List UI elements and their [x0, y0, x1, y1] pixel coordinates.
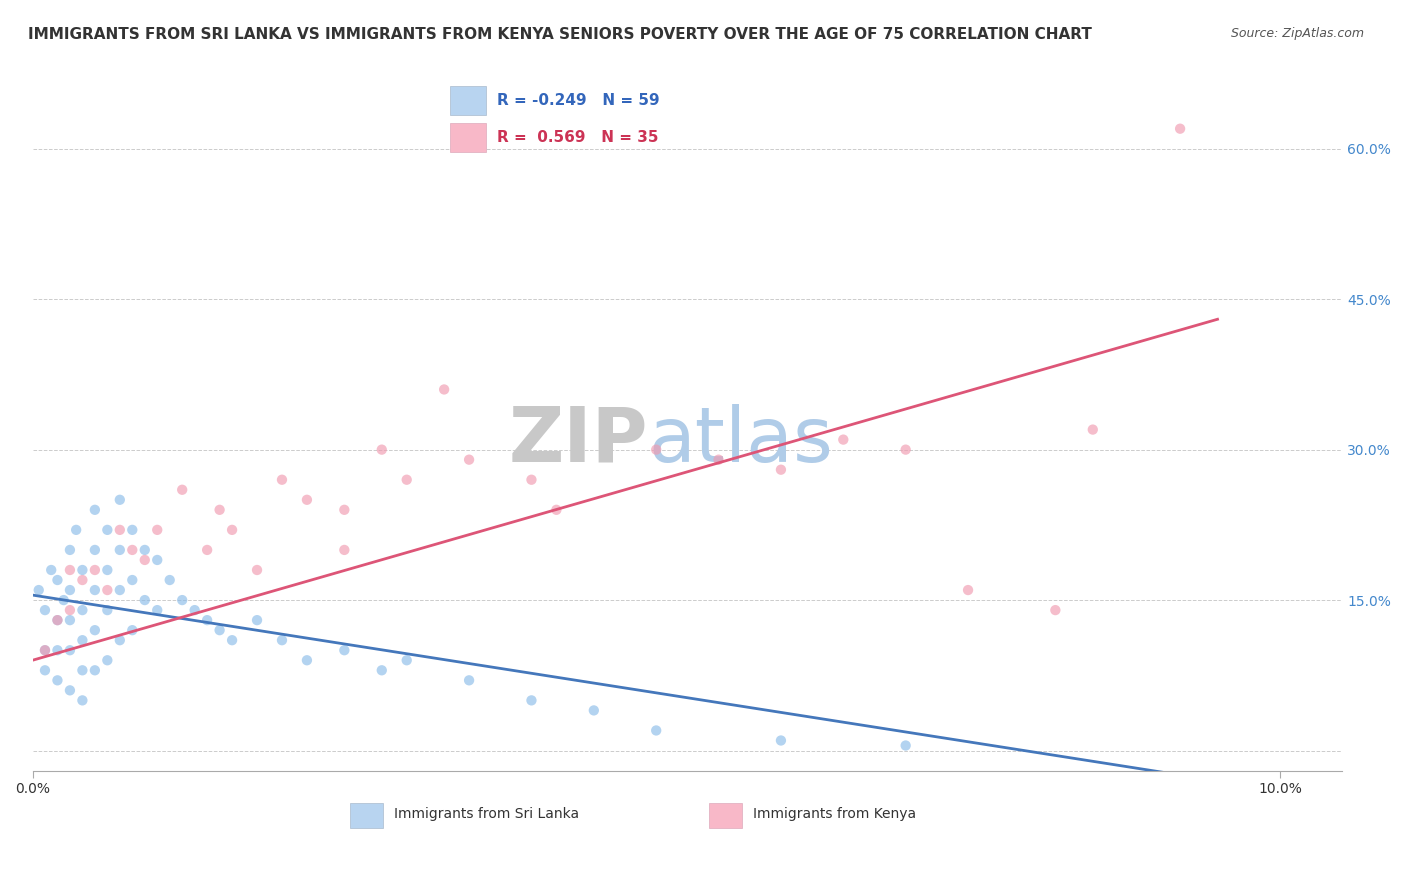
Point	[146, 553, 169, 567]
Point	[65, 523, 87, 537]
Point	[46, 613, 69, 627]
Point	[208, 503, 231, 517]
Point	[582, 703, 605, 717]
Point	[72, 693, 94, 707]
Point	[333, 543, 356, 558]
Point	[159, 573, 181, 587]
Point	[645, 723, 668, 738]
Point	[221, 633, 243, 648]
Point	[894, 739, 917, 753]
Point	[1045, 603, 1067, 617]
Point	[371, 663, 394, 677]
Point	[957, 582, 980, 597]
Point	[72, 563, 94, 577]
Point	[46, 613, 69, 627]
Point	[195, 613, 218, 627]
Text: Source: ZipAtlas.com: Source: ZipAtlas.com	[1230, 27, 1364, 40]
Point	[546, 503, 568, 517]
Point	[271, 633, 294, 648]
Point	[34, 603, 56, 617]
Point	[246, 563, 269, 577]
Point	[83, 503, 105, 517]
Point	[371, 442, 394, 457]
Point	[59, 582, 82, 597]
Text: ZIP: ZIP	[509, 403, 648, 477]
Point	[172, 593, 194, 607]
Point	[707, 452, 730, 467]
Point	[72, 603, 94, 617]
Point	[195, 543, 218, 558]
Point	[108, 523, 131, 537]
Point	[96, 523, 118, 537]
Point	[769, 733, 792, 747]
Point	[34, 663, 56, 677]
Point	[46, 573, 69, 587]
Point	[121, 543, 143, 558]
Point	[134, 593, 156, 607]
Point	[83, 623, 105, 637]
Point	[108, 633, 131, 648]
Point	[246, 613, 269, 627]
Point	[59, 563, 82, 577]
Point	[769, 463, 792, 477]
Point	[1168, 121, 1191, 136]
Point	[645, 442, 668, 457]
Point	[34, 643, 56, 657]
Point	[134, 553, 156, 567]
Point	[458, 673, 481, 688]
Point	[433, 383, 456, 397]
Point	[108, 582, 131, 597]
Point	[520, 693, 543, 707]
Point	[72, 663, 94, 677]
Point	[83, 582, 105, 597]
Point	[832, 433, 855, 447]
Point	[395, 653, 418, 667]
Point	[208, 623, 231, 637]
Point	[46, 673, 69, 688]
Text: IMMIGRANTS FROM SRI LANKA VS IMMIGRANTS FROM KENYA SENIORS POVERTY OVER THE AGE : IMMIGRANTS FROM SRI LANKA VS IMMIGRANTS …	[28, 27, 1092, 42]
Point	[39, 563, 62, 577]
Point	[72, 573, 94, 587]
Point	[333, 503, 356, 517]
Point	[96, 653, 118, 667]
Point	[59, 543, 82, 558]
Point	[333, 643, 356, 657]
Point	[28, 582, 51, 597]
Point	[458, 452, 481, 467]
Point	[271, 473, 294, 487]
Point	[96, 582, 118, 597]
Point	[295, 653, 318, 667]
Point	[108, 492, 131, 507]
Point	[172, 483, 194, 497]
Point	[96, 563, 118, 577]
Point	[59, 603, 82, 617]
Text: atlas: atlas	[648, 403, 832, 477]
Point	[121, 523, 143, 537]
Point	[894, 442, 917, 457]
Point	[83, 543, 105, 558]
Point	[34, 643, 56, 657]
Point	[52, 593, 75, 607]
Point	[83, 663, 105, 677]
Point	[121, 573, 143, 587]
Point	[72, 633, 94, 648]
Point	[146, 523, 169, 537]
Point	[59, 643, 82, 657]
Point	[146, 603, 169, 617]
Point	[183, 603, 205, 617]
Point	[121, 623, 143, 637]
Point	[59, 683, 82, 698]
Point	[46, 643, 69, 657]
Point	[83, 563, 105, 577]
Point	[59, 613, 82, 627]
Point	[221, 523, 243, 537]
Point	[96, 603, 118, 617]
Point	[395, 473, 418, 487]
Point	[520, 473, 543, 487]
Point	[134, 543, 156, 558]
Point	[295, 492, 318, 507]
Point	[1081, 423, 1104, 437]
Point	[108, 543, 131, 558]
